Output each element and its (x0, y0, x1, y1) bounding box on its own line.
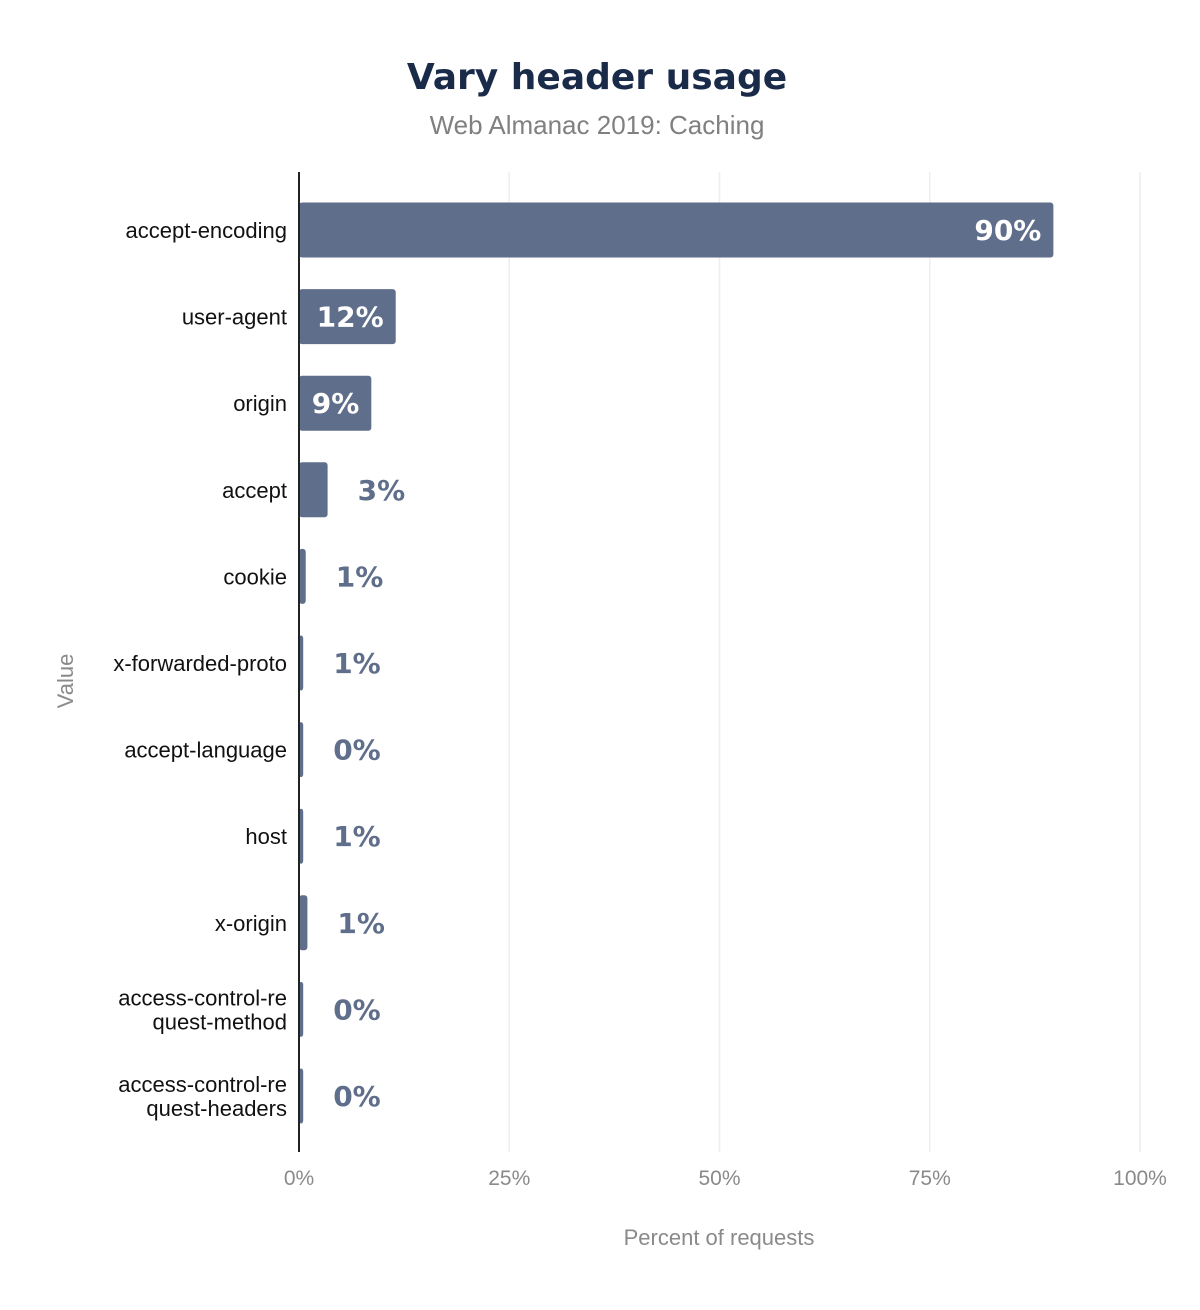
bar (299, 202, 1054, 258)
category-label: origin (233, 391, 287, 416)
x-tick-label: 25% (488, 1167, 530, 1190)
category-label: accept-encoding (126, 218, 287, 243)
data-label: 1% (336, 560, 384, 593)
category-label: access-control-re (118, 1072, 287, 1097)
bars: accept-encoding 90% user-agent 12% origin 9% a… (113, 202, 1054, 1124)
bar (299, 635, 304, 691)
category-label: x-forwarded-proto (113, 651, 287, 676)
x-axis-title: Percent of requests (624, 1225, 815, 1250)
category-label: access-control-re (118, 985, 287, 1010)
bar (299, 722, 304, 778)
bar (299, 981, 304, 1037)
data-label: 12% (317, 301, 384, 334)
category-label: accept (222, 478, 287, 503)
bar (299, 462, 328, 518)
data-label: 1% (333, 647, 381, 680)
gridlines (508, 172, 1141, 1152)
x-tick-label: 0% (284, 1167, 314, 1190)
x-tick-labels: 0% 25% 50% 75% 100% (284, 1167, 1167, 1190)
bar (299, 375, 372, 431)
data-label: 90% (974, 214, 1041, 247)
bar (299, 1068, 304, 1124)
bar (299, 808, 304, 864)
category-label: host (245, 824, 287, 849)
category-label: x-origin (215, 911, 287, 936)
category-label: quest-method (152, 1009, 287, 1034)
data-label: 3% (358, 474, 406, 507)
data-label: 1% (337, 907, 385, 940)
bar (299, 548, 306, 604)
category-label: quest-headers (146, 1096, 287, 1121)
chart-title: Vary header usage (407, 57, 787, 98)
data-label: 0% (333, 993, 381, 1026)
category-label: cookie (223, 564, 287, 589)
x-tick-label: 75% (909, 1167, 951, 1190)
x-tick-label: 50% (698, 1167, 740, 1190)
data-label: 0% (333, 1080, 381, 1113)
chart-subtitle: Web Almanac 2019: Caching (430, 110, 765, 140)
category-label: accept-language (124, 738, 287, 763)
category-label: user-agent (182, 305, 287, 330)
x-tick-label: 100% (1113, 1167, 1167, 1190)
data-label: 0% (333, 734, 381, 767)
bar (299, 289, 396, 345)
y-axis-title: Value (53, 654, 78, 709)
bar (299, 895, 308, 951)
data-label: 9% (312, 387, 360, 420)
data-label: 1% (333, 820, 381, 853)
